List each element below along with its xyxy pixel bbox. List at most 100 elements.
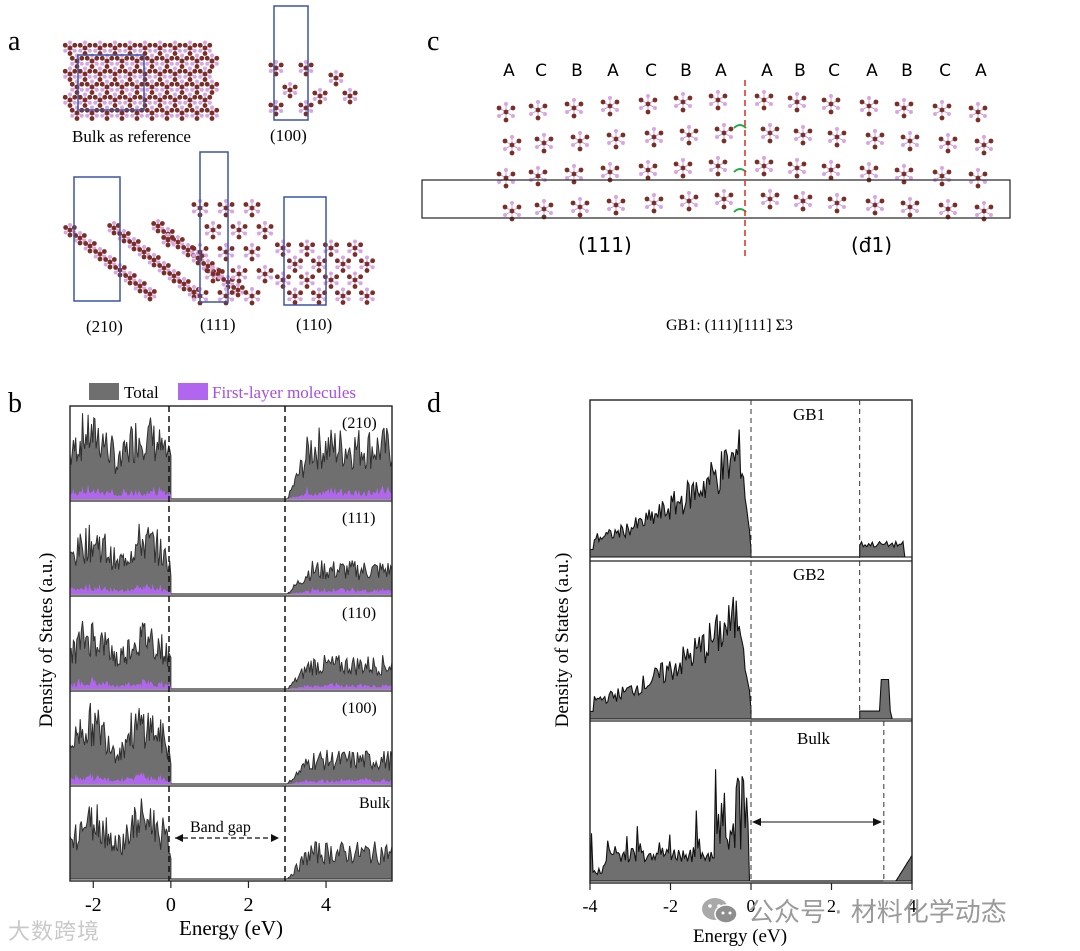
atom <box>117 42 123 48</box>
atom <box>128 66 132 71</box>
atom <box>304 277 310 283</box>
atom <box>194 84 200 90</box>
atom <box>216 224 222 229</box>
atom <box>268 224 274 229</box>
atom <box>162 48 167 53</box>
atom <box>716 90 720 94</box>
atom <box>304 60 308 64</box>
atom <box>974 204 980 210</box>
atom <box>122 68 128 74</box>
atom <box>298 297 303 302</box>
atom <box>286 242 292 248</box>
atom <box>101 249 107 254</box>
d-ylabel: Density of States (a.u.) <box>552 553 573 728</box>
atom <box>158 66 162 71</box>
atom <box>190 87 195 92</box>
atom <box>217 253 222 258</box>
atom <box>161 270 167 276</box>
atom <box>601 108 606 112</box>
atom <box>352 252 358 257</box>
atom <box>908 110 913 114</box>
atom <box>982 201 986 205</box>
atom <box>504 102 508 106</box>
atom <box>127 244 132 249</box>
atom <box>205 113 210 118</box>
atom <box>680 165 686 171</box>
atom <box>901 179 907 185</box>
atom <box>981 142 987 148</box>
atom <box>541 206 547 212</box>
b-subpanel-label: (210) <box>342 415 377 432</box>
atom <box>149 84 155 90</box>
atom <box>191 253 196 258</box>
atom <box>130 61 135 66</box>
atom <box>334 249 339 254</box>
atom <box>144 107 150 113</box>
b-first-layer-vb-area <box>70 484 171 499</box>
atom <box>100 113 105 118</box>
atom <box>157 51 163 56</box>
atom <box>159 55 165 61</box>
atom <box>93 48 98 53</box>
atom <box>352 90 358 96</box>
panel-b-dividers <box>70 500 392 787</box>
atom <box>328 245 334 251</box>
atom <box>548 145 553 149</box>
atom <box>364 293 370 299</box>
atom <box>607 141 612 145</box>
atom <box>103 262 108 267</box>
atom <box>293 255 297 260</box>
atom <box>221 282 226 287</box>
atom <box>112 221 116 225</box>
panel-d-xticks: -4 -2 0 2 4 <box>583 883 917 916</box>
atom <box>150 105 154 110</box>
atom <box>210 271 216 277</box>
panel-d-edge-lines <box>750 400 885 883</box>
atom <box>123 100 128 105</box>
atom <box>807 203 812 207</box>
atom <box>578 176 583 180</box>
atom <box>535 115 541 121</box>
atom <box>317 99 323 105</box>
atom <box>680 107 686 113</box>
atom <box>223 249 229 255</box>
atom <box>188 40 192 45</box>
atom <box>341 255 345 260</box>
atom <box>132 48 137 53</box>
atom <box>795 158 799 162</box>
atom <box>87 48 92 53</box>
atom <box>62 42 68 48</box>
atom <box>768 159 774 165</box>
atom <box>310 274 316 280</box>
atom <box>152 94 158 100</box>
atom <box>243 275 248 280</box>
atom <box>370 265 375 270</box>
atom <box>102 94 108 100</box>
atom <box>908 176 913 180</box>
atom <box>529 112 534 116</box>
d-sub-gb1: GB1 <box>793 405 825 424</box>
atom <box>335 297 340 302</box>
atom <box>680 99 686 105</box>
atom <box>679 194 685 200</box>
atom <box>939 211 944 215</box>
atom <box>638 163 644 169</box>
atom <box>175 239 181 245</box>
atom <box>939 145 944 149</box>
atom <box>68 92 72 97</box>
atom <box>709 102 714 106</box>
atom <box>67 97 73 103</box>
atom <box>169 87 174 92</box>
atom <box>879 132 885 138</box>
b-total-vb-area <box>70 523 172 595</box>
atom <box>872 210 878 216</box>
atom <box>358 258 364 264</box>
atom <box>577 204 583 210</box>
atom <box>175 61 180 66</box>
atom <box>211 265 215 269</box>
atom <box>571 179 577 185</box>
atom <box>243 209 248 214</box>
atom <box>687 191 691 195</box>
atom <box>174 107 180 113</box>
